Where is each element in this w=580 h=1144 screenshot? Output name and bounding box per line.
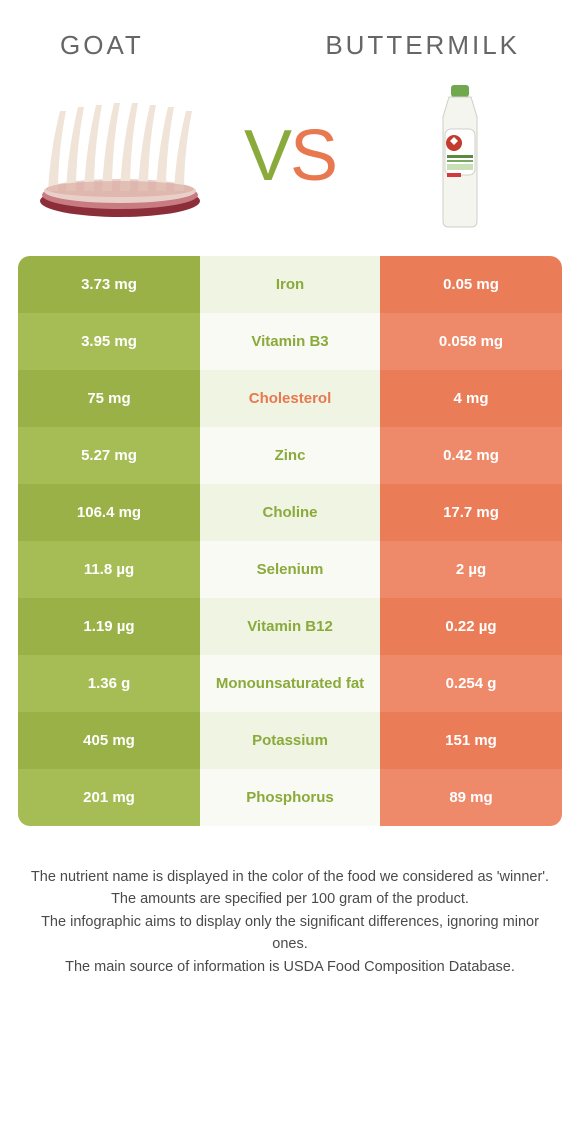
footnote-line: The nutrient name is displayed in the co… bbox=[30, 866, 550, 888]
left-value-cell: 3.95 mg bbox=[18, 313, 200, 370]
right-value-cell: 4 mg bbox=[380, 370, 562, 427]
right-value-cell: 0.22 µg bbox=[380, 598, 562, 655]
right-value-cell: 89 mg bbox=[380, 769, 562, 826]
footnotes: The nutrient name is displayed in the co… bbox=[0, 826, 580, 998]
table-row: 11.8 µgSelenium2 µg bbox=[18, 541, 562, 598]
right-food-image bbox=[370, 86, 550, 226]
left-food-image bbox=[30, 86, 210, 226]
goat-meat-icon bbox=[30, 91, 210, 221]
table-row: 3.73 mgIron0.05 mg bbox=[18, 256, 562, 313]
left-value-cell: 1.36 g bbox=[18, 655, 200, 712]
nutrient-name-cell: Selenium bbox=[200, 541, 380, 598]
footnote-line: The infographic aims to display only the… bbox=[30, 911, 550, 956]
nutrient-name-cell: Vitamin B3 bbox=[200, 313, 380, 370]
left-value-cell: 106.4 mg bbox=[18, 484, 200, 541]
vs-s-letter: S bbox=[290, 116, 336, 196]
right-food-title: BUTTERMILK bbox=[325, 30, 520, 61]
right-value-cell: 0.05 mg bbox=[380, 256, 562, 313]
right-value-cell: 2 µg bbox=[380, 541, 562, 598]
nutrient-name-cell: Phosphorus bbox=[200, 769, 380, 826]
left-value-cell: 75 mg bbox=[18, 370, 200, 427]
nutrient-name-cell: Iron bbox=[200, 256, 380, 313]
left-value-cell: 3.73 mg bbox=[18, 256, 200, 313]
images-row: VS bbox=[0, 76, 580, 256]
left-value-cell: 11.8 µg bbox=[18, 541, 200, 598]
table-row: 3.95 mgVitamin B30.058 mg bbox=[18, 313, 562, 370]
right-value-cell: 0.42 mg bbox=[380, 427, 562, 484]
right-value-cell: 0.254 g bbox=[380, 655, 562, 712]
left-value-cell: 405 mg bbox=[18, 712, 200, 769]
left-value-cell: 201 mg bbox=[18, 769, 200, 826]
table-row: 201 mgPhosphorus89 mg bbox=[18, 769, 562, 826]
table-row: 1.36 gMonounsaturated fat0.254 g bbox=[18, 655, 562, 712]
nutrient-name-cell: Potassium bbox=[200, 712, 380, 769]
nutrient-name-cell: Monounsaturated fat bbox=[200, 655, 380, 712]
buttermilk-bottle-icon bbox=[425, 81, 495, 231]
table-row: 5.27 mgZinc0.42 mg bbox=[18, 427, 562, 484]
header: GOAT BUTTERMILK bbox=[0, 0, 580, 76]
right-value-cell: 151 mg bbox=[380, 712, 562, 769]
vs-label: VS bbox=[244, 115, 336, 197]
table-row: 75 mgCholesterol4 mg bbox=[18, 370, 562, 427]
nutrient-name-cell: Zinc bbox=[200, 427, 380, 484]
nutrient-name-cell: Vitamin B12 bbox=[200, 598, 380, 655]
right-value-cell: 0.058 mg bbox=[380, 313, 562, 370]
left-food-title: GOAT bbox=[60, 30, 144, 61]
right-value-cell: 17.7 mg bbox=[380, 484, 562, 541]
footnote-line: The main source of information is USDA F… bbox=[30, 956, 550, 978]
nutrient-name-cell: Cholesterol bbox=[200, 370, 380, 427]
table-row: 1.19 µgVitamin B120.22 µg bbox=[18, 598, 562, 655]
comparison-table: 3.73 mgIron0.05 mg3.95 mgVitamin B30.058… bbox=[18, 256, 562, 826]
left-value-cell: 5.27 mg bbox=[18, 427, 200, 484]
table-row: 405 mgPotassium151 mg bbox=[18, 712, 562, 769]
vs-v-letter: V bbox=[244, 116, 290, 196]
footnote-line: The amounts are specified per 100 gram o… bbox=[30, 888, 550, 910]
nutrient-name-cell: Choline bbox=[200, 484, 380, 541]
left-value-cell: 1.19 µg bbox=[18, 598, 200, 655]
table-row: 106.4 mgCholine17.7 mg bbox=[18, 484, 562, 541]
